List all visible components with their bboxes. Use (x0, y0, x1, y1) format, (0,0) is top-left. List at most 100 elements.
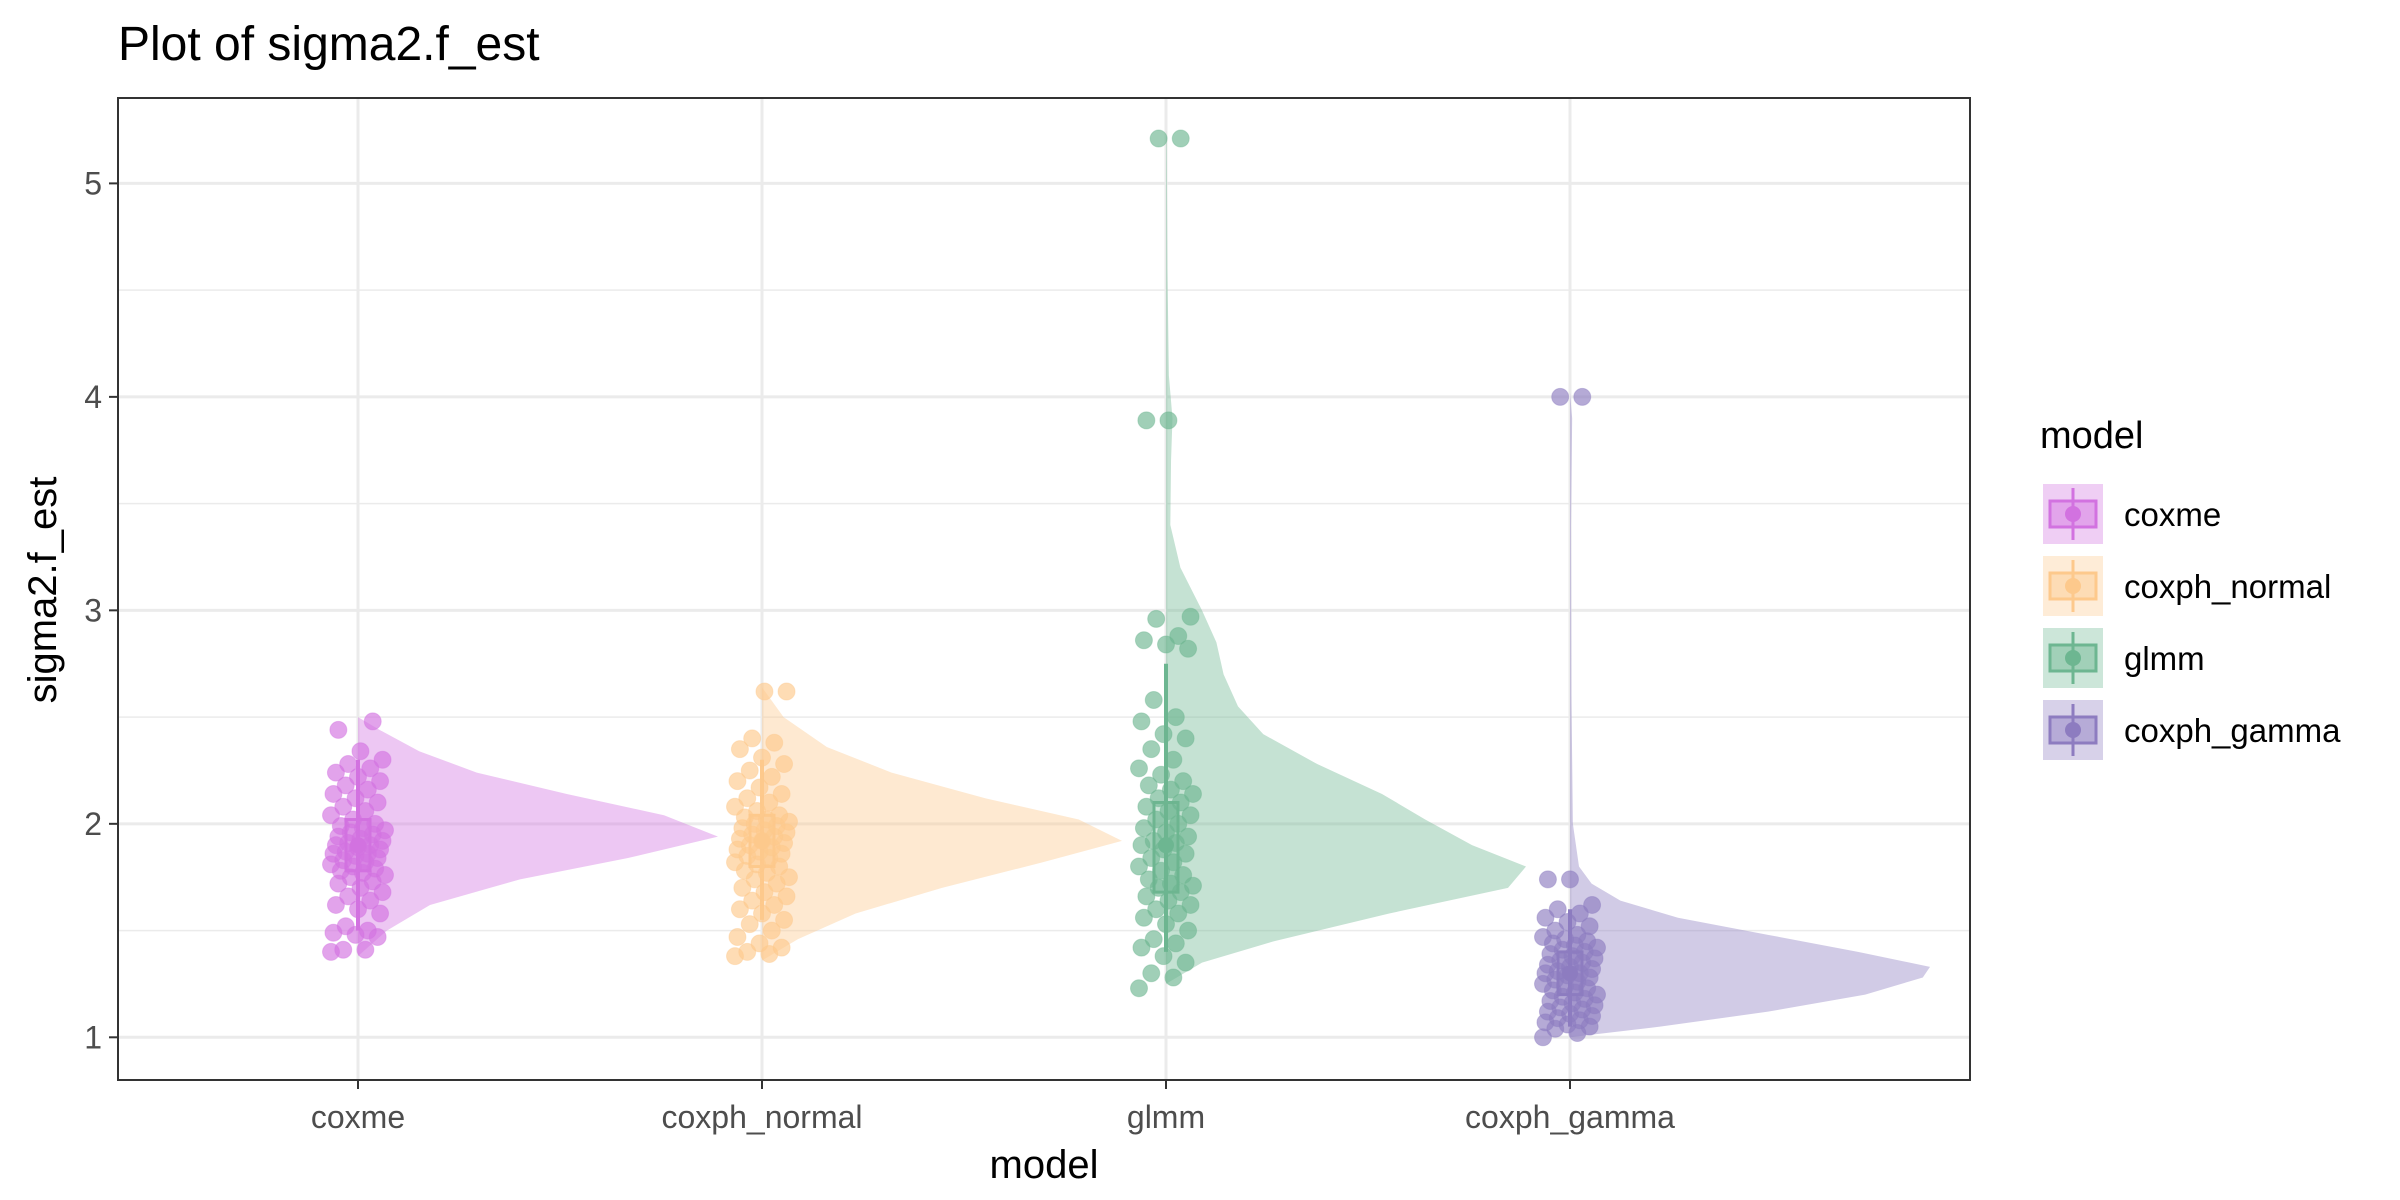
point-coxph_normal (765, 895, 784, 914)
point-coxme (351, 742, 370, 761)
point-glmm (1171, 129, 1190, 148)
density-glmm (1166, 130, 1526, 984)
point-coxme (358, 921, 377, 940)
x-tick-label: glmm (1127, 1099, 1205, 1135)
point-coxph_normal (750, 934, 769, 953)
point-coxme (368, 793, 387, 812)
point-glmm (1169, 626, 1188, 645)
point-glmm (1174, 866, 1193, 885)
legend-label: coxme (2124, 496, 2221, 533)
point-coxme (339, 887, 358, 906)
point-glmm (1166, 708, 1185, 727)
point-coxph_normal (753, 904, 771, 923)
point-coxph_normal (780, 868, 798, 887)
point-glmm (1139, 870, 1158, 889)
legend-label: coxph_normal (2124, 568, 2331, 605)
point-glmm (1179, 827, 1198, 846)
point-coxph_normal (738, 789, 757, 808)
point-coxme (349, 767, 367, 786)
point-coxph_normal (772, 784, 791, 803)
legend-item-coxph_normal: coxph_normal (2043, 556, 2331, 616)
point-glmm (1142, 964, 1161, 983)
point-glmm (1161, 780, 1180, 799)
point-coxme (358, 780, 377, 799)
point-coxme (334, 940, 353, 959)
point-coxph_normal (728, 772, 747, 791)
point-glmm (1157, 635, 1175, 654)
y-tick-label: 3 (84, 592, 102, 628)
point-glmm (1159, 891, 1178, 910)
point-coxme (366, 814, 385, 833)
point-glmm (1130, 759, 1148, 778)
point-coxph_normal (738, 942, 757, 961)
point-coxme (373, 750, 392, 769)
point-coxph_normal (750, 778, 769, 797)
median-coxph_normal (754, 832, 770, 849)
y-axis-title: sigma2.f_est (21, 477, 65, 704)
point-glmm (1147, 810, 1166, 829)
plot-panel-border (117, 97, 1971, 1081)
point-glmm (1166, 934, 1185, 953)
point-coxph_normal (748, 802, 767, 821)
point-glmm (1154, 725, 1173, 744)
series-layer (322, 129, 1930, 1047)
legend-title: model (2040, 415, 2144, 457)
point-coxph_normal (743, 891, 762, 910)
point-coxph_normal (730, 740, 749, 759)
point-glmm (1169, 814, 1188, 833)
point-glmm (1142, 740, 1161, 759)
point-glmm (1137, 797, 1156, 816)
point-coxph_gamma (1570, 904, 1589, 923)
point-coxme (349, 900, 367, 919)
legend-item-coxme: coxme (2043, 484, 2221, 544)
legend-item-coxph_gamma: coxph_gamma (2043, 700, 2341, 760)
point-coxph_normal (777, 682, 796, 701)
point-glmm (1159, 411, 1178, 430)
point-glmm (1152, 765, 1171, 784)
point-glmm (1154, 947, 1173, 966)
y-tick-label: 1 (84, 1019, 102, 1055)
point-glmm (1181, 806, 1200, 825)
legend-item-glmm: glmm (2043, 628, 2205, 688)
point-glmm (1164, 853, 1183, 872)
y-tick-label: 4 (84, 379, 102, 415)
point-coxph_normal (753, 748, 771, 767)
point-coxme (361, 759, 380, 778)
point-glmm (1134, 631, 1153, 650)
point-coxph_normal (762, 767, 781, 786)
point-glmm (1157, 915, 1175, 934)
x-tick-label: coxph_normal (662, 1099, 863, 1135)
y-tick-label: 5 (84, 165, 102, 201)
point-coxph_gamma (1568, 925, 1587, 944)
legend-key-point (2065, 578, 2081, 594)
point-glmm (1176, 953, 1195, 972)
point-glmm (1144, 691, 1163, 710)
point-coxme (361, 891, 380, 910)
point-coxme (336, 917, 355, 936)
x-axis-title: model (990, 1143, 1099, 1187)
point-coxme (326, 763, 345, 782)
point-glmm (1132, 712, 1151, 731)
point-coxme (356, 940, 375, 959)
point-coxme (371, 772, 390, 791)
legend-label: glmm (2124, 640, 2205, 677)
point-coxph_normal (772, 938, 791, 957)
point-glmm (1181, 895, 1200, 914)
point-coxph_gamma (1551, 387, 1570, 406)
point-coxme (356, 802, 375, 821)
point-glmm (1134, 908, 1153, 927)
point-glmm (1137, 887, 1156, 906)
point-coxme (371, 904, 390, 923)
point-glmm (1174, 772, 1193, 791)
density-coxme (358, 717, 718, 957)
point-glmm (1176, 729, 1195, 748)
point-glmm (1152, 861, 1171, 880)
axes: 1 2 3 4 5 coxme coxph_normal glmm coxph_gamma (84, 165, 1675, 1135)
point-coxph_gamma (1561, 870, 1579, 889)
y-tick-label: 2 (84, 806, 102, 842)
point-coxph_gamma (1546, 921, 1565, 940)
point-coxph_normal (726, 797, 744, 816)
point-glmm (1142, 848, 1161, 867)
x-tick-label: coxme (311, 1099, 405, 1135)
